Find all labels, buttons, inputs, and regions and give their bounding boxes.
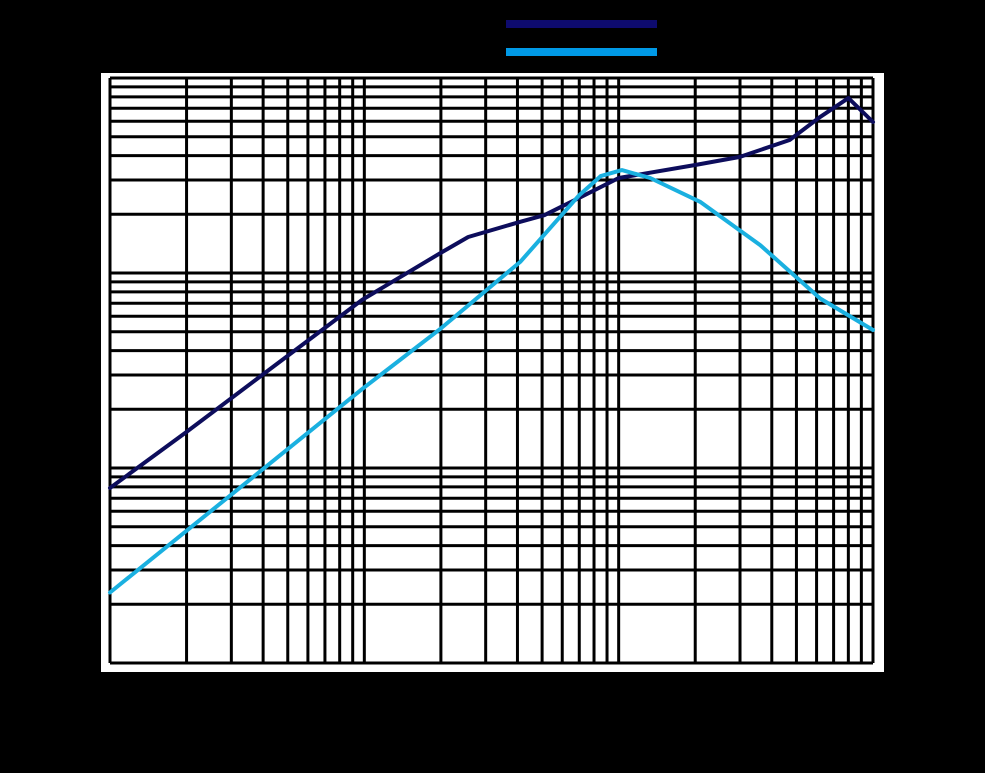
legend — [506, 20, 657, 56]
series-line-2 — [108, 168, 875, 595]
series-lines — [108, 96, 875, 595]
plot-area — [101, 73, 884, 672]
grid — [108, 76, 875, 665]
